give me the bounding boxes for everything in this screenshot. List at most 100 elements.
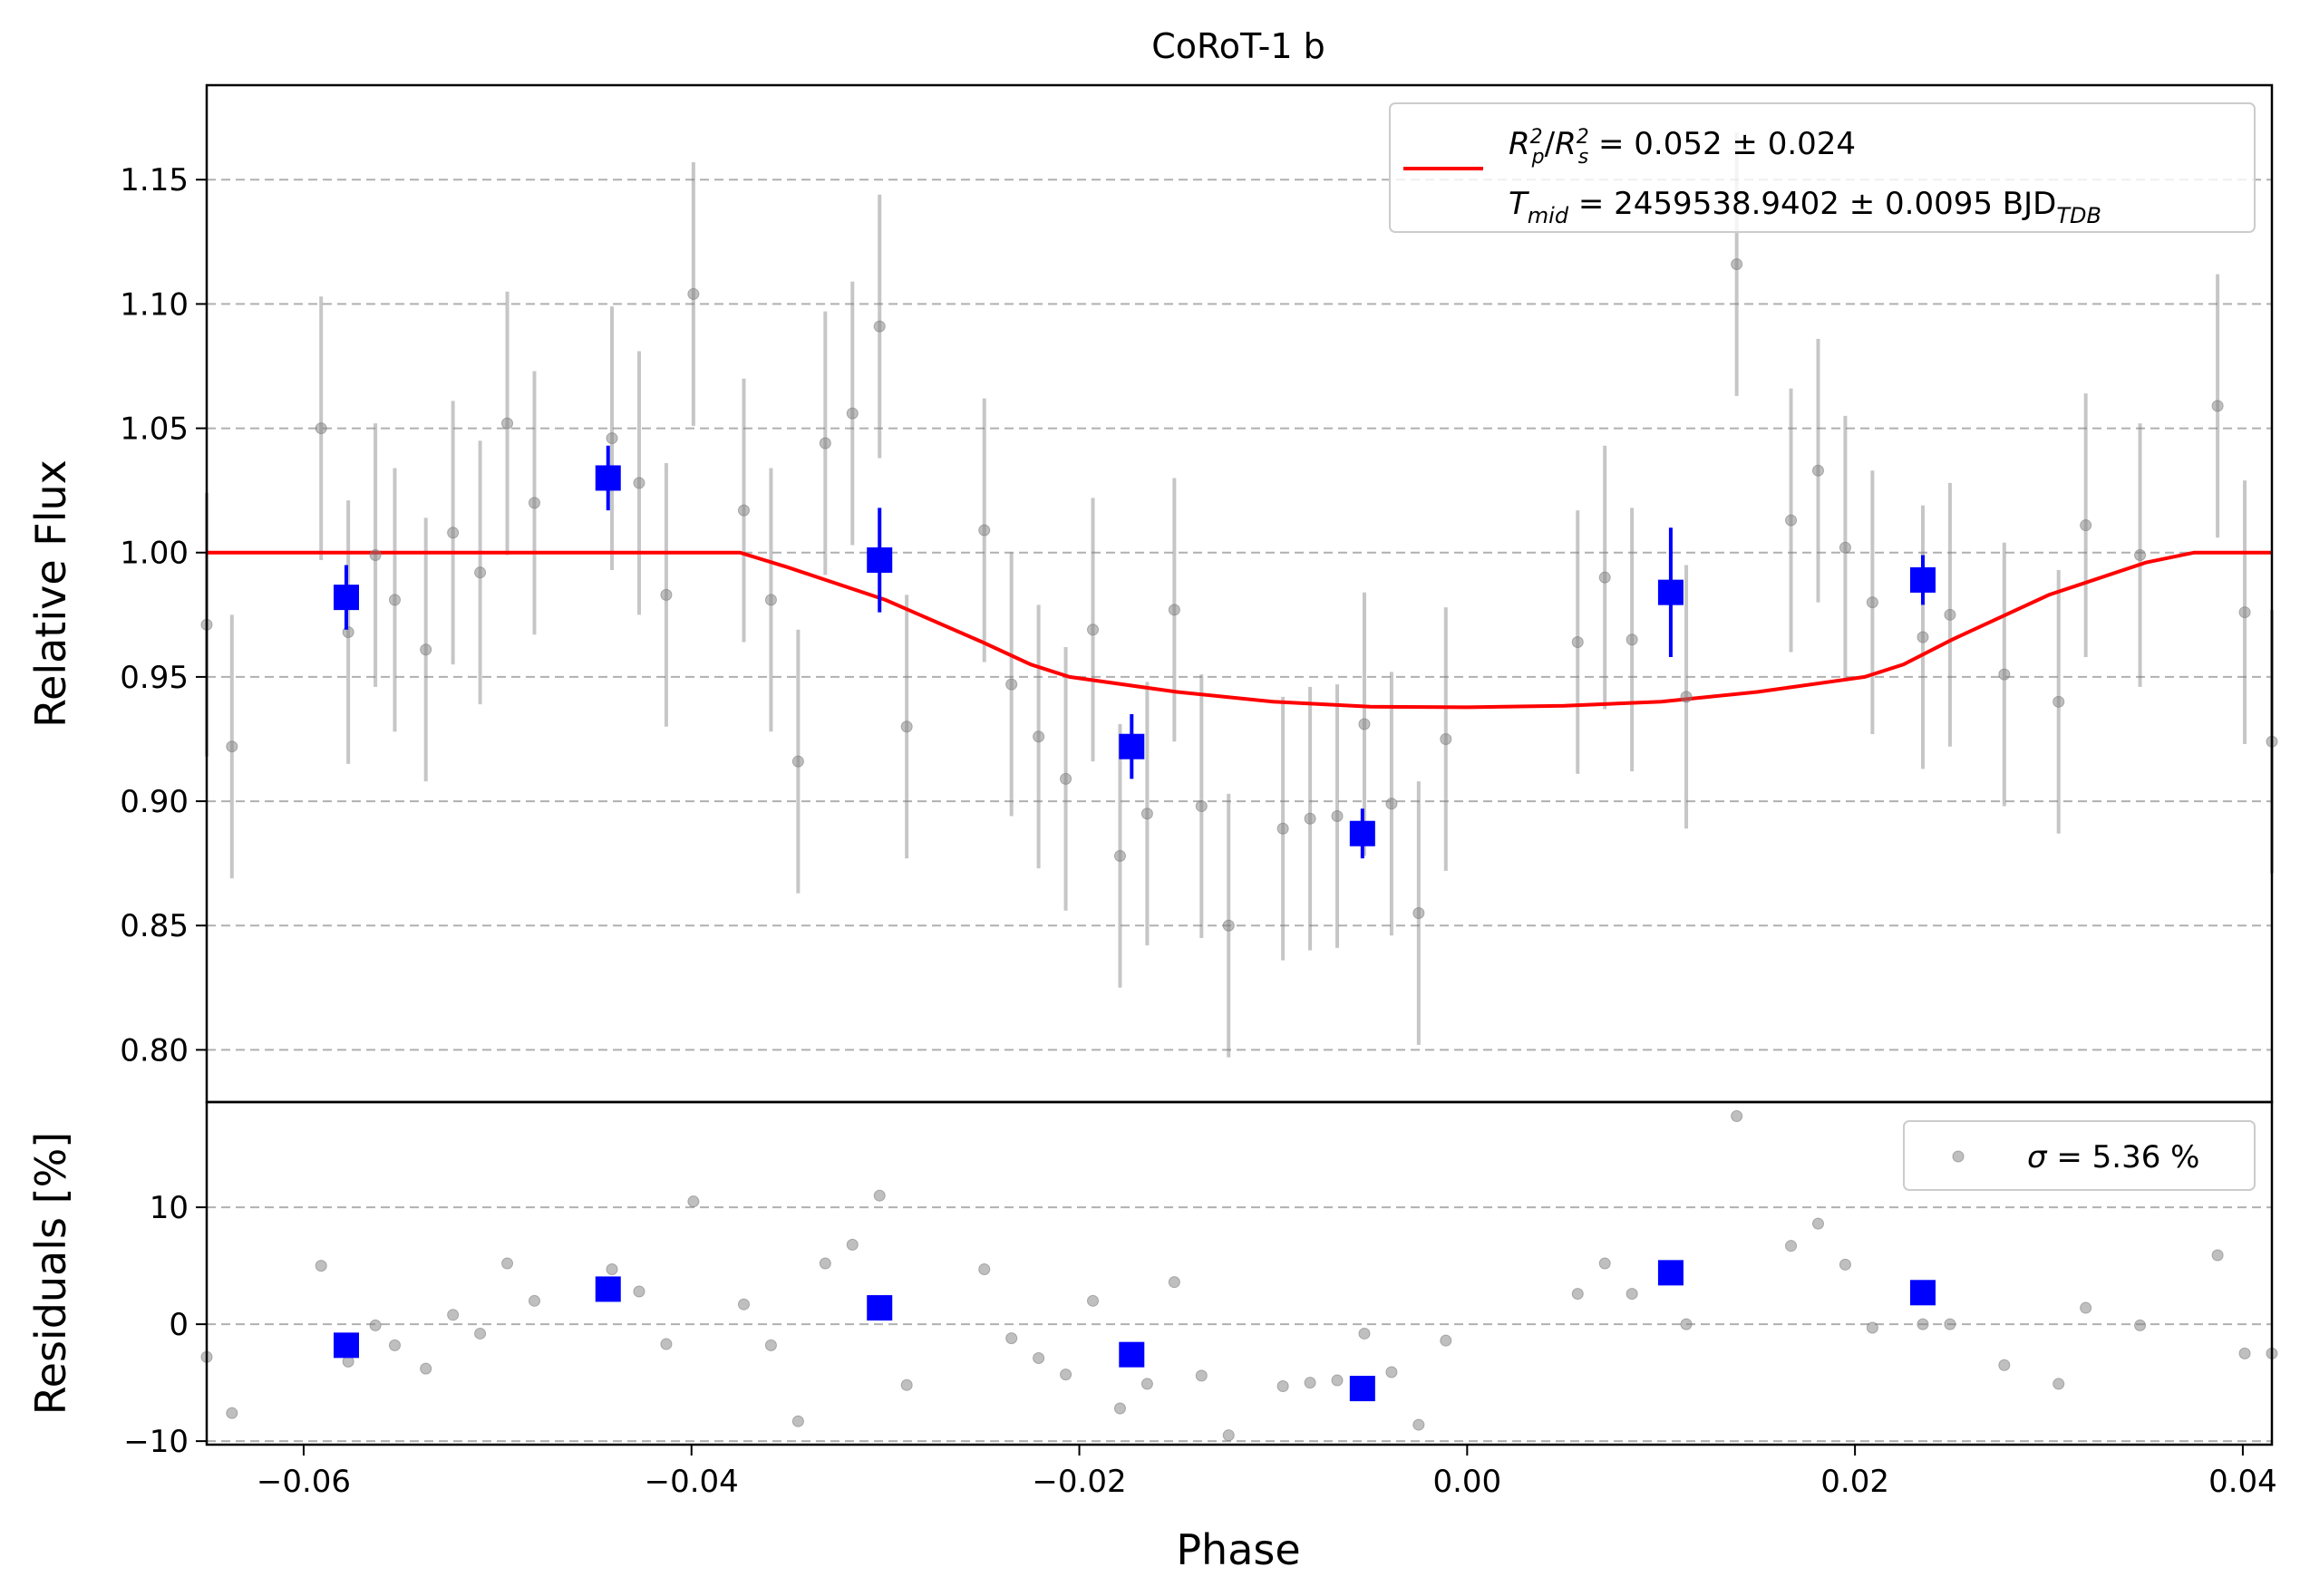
flux-ytick-label: 0.80 [120, 1032, 189, 1069]
flux-raw-point [1917, 631, 1929, 643]
residuals-raw-point [315, 1260, 327, 1272]
phase-xtick-label: 0.02 [1820, 1464, 1889, 1500]
flux-raw-point [2238, 606, 2251, 619]
flux-raw-point [1839, 541, 1851, 554]
flux-raw-point [1571, 635, 1584, 648]
flux-errorbars [205, 132, 2274, 1058]
residuals-raw-point [474, 1327, 487, 1340]
residuals-raw-point [1033, 1352, 1045, 1365]
flux-ytick-label: 0.85 [120, 908, 189, 944]
residuals-raw-point [2080, 1301, 2092, 1314]
flux-raw-point [1626, 634, 1638, 646]
residuals-binned-point [1349, 1376, 1375, 1402]
residuals-raw-point [660, 1338, 673, 1350]
flux-raw-point [1731, 258, 1743, 271]
residuals-raw-point [1276, 1379, 1289, 1392]
flux-raw-point [737, 504, 750, 517]
flux-raw-point [1168, 604, 1180, 616]
residuals-raw-point [1839, 1258, 1851, 1271]
flux-raw-point [420, 643, 432, 656]
flux-legend: R2 p/R2 s = 0.052 ± 0.024 Tmid = 2459538.9… [1389, 102, 2256, 233]
flux-legend-tmid-label: Tmid = 2459538.9402 ± 0.0095 BJDTDB [1509, 186, 2101, 228]
residuals-raw-point [1358, 1327, 1371, 1340]
residuals-raw-point [1866, 1321, 1878, 1334]
flux-raw-point [1811, 464, 1824, 477]
flux-raw-point [1998, 668, 2011, 681]
flux-raw-point [978, 524, 991, 537]
flux-raw-point [1785, 514, 1798, 527]
chart-title: CoRoT-1 b [1151, 26, 1325, 66]
residuals-axes-frame [205, 1100, 2274, 1446]
residuals-raw-point [1731, 1109, 1743, 1122]
residuals-raw-point [1195, 1369, 1208, 1382]
flux-binned-point [595, 465, 621, 491]
flux-raw-point [1944, 608, 1956, 621]
residuals-binned-point [867, 1295, 893, 1321]
flux-raw-point [1440, 732, 1452, 745]
residuals-binned-point [595, 1276, 621, 1302]
flux-raw-point [447, 527, 460, 539]
residuals-raw-point [1168, 1276, 1180, 1289]
flux-raw-point [1060, 772, 1072, 785]
flux-ytick-label: 1.10 [120, 286, 189, 323]
flux-yticks: 0.80 0.85 0.90 0.95 1.00 1.05 1.10 1.15 [120, 162, 207, 1069]
flux-raw-point [1276, 822, 1289, 835]
flux-raw-point [1331, 810, 1344, 823]
residuals-raw-point [687, 1195, 700, 1208]
residuals-binned-point [1909, 1280, 1936, 1306]
flux-panel: 0.80 0.85 0.90 0.95 1.00 1.05 1.10 1.15 Relativ… [26, 83, 2278, 1104]
flux-raw-point [315, 422, 327, 435]
residuals-raw-point [846, 1238, 859, 1251]
flux-ytick-label: 1.15 [120, 162, 189, 198]
residuals-raw-point [1626, 1288, 1638, 1301]
residuals-binned-point [334, 1332, 360, 1359]
residuals-raw-point [2211, 1249, 2224, 1262]
residuals-raw-point [633, 1285, 645, 1298]
residuals-ytick-label: −10 [123, 1424, 189, 1460]
residuals-raw-point [873, 1189, 886, 1202]
residuals-raw-point [606, 1262, 618, 1275]
flux-legend-depth-label: R2 p/R2 s = 0.052 ± 0.024 [1509, 126, 1856, 169]
flux-model-curve [207, 550, 2272, 710]
flux-raw-point [1033, 730, 1045, 743]
residuals-raw-point [819, 1257, 831, 1270]
phase-xtick-label: −0.02 [1032, 1464, 1126, 1500]
flux-raw-point [1598, 571, 1611, 584]
flux-raw-point [1680, 691, 1693, 703]
phase-xtick-label: −0.06 [257, 1464, 351, 1500]
residuals-raw-point [420, 1362, 432, 1375]
flux-ylabel: Relative Flux [26, 459, 75, 728]
flux-raw-point [388, 594, 401, 606]
flux-raw-point [1195, 800, 1208, 813]
residuals-legend-box [1903, 1120, 2256, 1191]
flux-raw-point [633, 477, 645, 489]
residuals-raw-point [1571, 1288, 1584, 1301]
residuals-raw-point [1331, 1374, 1344, 1387]
flux-legend-box [1389, 102, 2256, 233]
flux-raw-point [2211, 400, 2224, 412]
flux-gridlines [207, 179, 2272, 1051]
flux-raw-point [501, 417, 514, 430]
flux-raw-point [1385, 798, 1398, 810]
residuals-raw-point [1944, 1318, 1956, 1330]
flux-binned-point [1119, 733, 1145, 759]
flux-binned-point [1657, 579, 1684, 605]
residuals-raw-point [978, 1262, 991, 1275]
flux-binned-point [334, 585, 360, 611]
flux-raw-point [2053, 695, 2065, 708]
flux-binned-point [1349, 820, 1375, 846]
flux-ytick-label: 0.90 [120, 784, 189, 820]
residuals-raw-point [900, 1378, 913, 1391]
residuals-raw-point [1680, 1318, 1693, 1330]
phase-xtick-label: 0.04 [2208, 1464, 2277, 1500]
flux-raw-point [2134, 548, 2147, 561]
flux-raw-point [226, 740, 238, 753]
flux-raw-point [606, 432, 618, 445]
residuals-raw-point [528, 1294, 540, 1307]
residuals-ytick-label: 0 [169, 1307, 189, 1343]
flux-raw-point [1140, 808, 1153, 820]
residuals-raw-point [1087, 1294, 1100, 1307]
residuals-raw-point [1440, 1334, 1452, 1347]
residuals-raw-point [1113, 1402, 1126, 1415]
flux-raw-point [369, 548, 382, 561]
